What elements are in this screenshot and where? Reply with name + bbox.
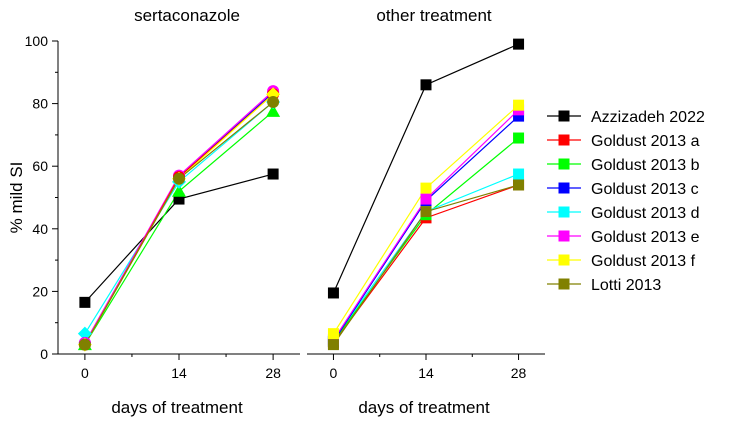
other-treatment-point-lotti-2013 [513,179,525,191]
other-treatment-point-goldust-2013-d [513,168,525,180]
legend-marker-goldust-2013-e [558,230,570,242]
legend-label-lotti-2013: Lotti 2013 [591,277,661,294]
sertaconazole-point-lotti-2013 [267,96,280,109]
sertaconazole-x-tick-label: 28 [265,365,281,381]
other-treatment-point-azzizadeh-2022 [420,79,432,91]
legend-marker-lotti-2013 [558,278,570,290]
y-tick-label: 0 [40,346,48,362]
legend-marker-goldust-2013-c [558,182,570,194]
sertaconazole-point-goldust-2013-d [77,326,92,341]
legend-marker-goldust-2013-d [558,206,570,218]
sertaconazole-point-lotti-2013 [78,338,91,351]
other-treatment-point-lotti-2013 [327,339,339,351]
other-treatment-x-tick-label: 14 [418,365,434,381]
sertaconazole-x-tick-label: 14 [171,365,187,381]
legend-marker-goldust-2013-b [558,158,570,170]
legend-label-goldust-2013-d: Goldust 2013 d [591,205,700,222]
sertaconazole-line-lotti-2013 [84,101,274,345]
y-tick-label: 60 [32,158,48,174]
legend-label-goldust-2013-e: Goldust 2013 e [591,229,700,246]
legend-label-goldust-2013-c: Goldust 2013 c [591,181,699,198]
sertaconazole-point-goldust-2013-b [266,104,281,117]
other-treatment-point-lotti-2013 [420,206,432,218]
y-tick-label: 80 [32,96,48,112]
other-treatment-point-goldust-2013-f [420,182,432,194]
sertaconazole-line-goldust-2013-b [84,110,274,345]
y-tick-label: 40 [32,221,48,237]
sertaconazole-point-azzizadeh-2022 [267,168,279,180]
other-treatment-panel-title: other treatment [376,6,492,25]
other-treatment-point-goldust-2013-c [513,110,525,122]
sertaconazole-panel-title: sertaconazole [134,6,240,25]
other-treatment-point-azzizadeh-2022 [327,287,339,299]
legend-label-azzizadeh-2022: Azzizadeh 2022 [591,109,705,126]
legend-label-goldust-2013-b: Goldust 2013 b [591,157,700,174]
legend-label-goldust-2013-f: Goldust 2013 f [591,253,696,270]
other-treatment-line-goldust-2013-c [332,115,519,342]
other-treatment-point-azzizadeh-2022 [513,38,525,50]
sertaconazole-x-tick-label: 0 [81,365,89,381]
other-treatment-point-goldust-2013-f [513,99,525,111]
sertaconazole-point-azzizadeh-2022 [173,193,185,205]
other-treatment-line-goldust-2013-b [332,137,519,342]
other-treatment-point-goldust-2013-e [420,193,432,205]
y-axis-label: % mild SI [7,162,26,234]
sertaconazole-line-goldust-2013-c [84,92,274,344]
sertaconazole-point-goldust-2013-b [172,184,186,197]
sertaconazole-line-goldust-2013-e [84,90,274,344]
other-treatment-x-tick-label: 0 [330,365,338,381]
other-treatment-x-axis-label: days of treatment [358,398,490,417]
y-tick-label: 100 [25,33,49,49]
sertaconazole-line-goldust-2013-f [84,93,274,345]
legend-label-goldust-2013-a: Goldust 2013 a [591,133,700,150]
legend-marker-goldust-2013-f [558,254,570,266]
sertaconazole-point-lotti-2013 [173,172,185,185]
other-treatment-point-goldust-2013-f [327,328,339,340]
sertaconazole-point-azzizadeh-2022 [79,296,91,308]
y-tick-label: 20 [32,283,48,299]
other-treatment-point-goldust-2013-b [513,132,525,144]
sertaconazole-line-goldust-2013-a [84,93,274,345]
sertaconazole-x-axis-label: days of treatment [111,398,243,417]
legend-marker-azzizadeh-2022 [558,110,570,122]
other-treatment-x-tick-label: 28 [511,365,527,381]
legend-marker-goldust-2013-a [558,134,570,146]
